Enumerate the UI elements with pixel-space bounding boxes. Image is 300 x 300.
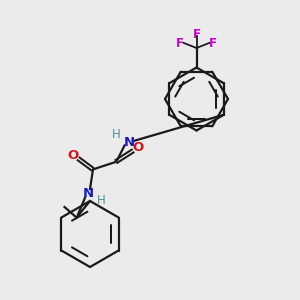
Text: F: F xyxy=(176,37,184,50)
Text: H: H xyxy=(97,194,106,208)
Text: N: N xyxy=(123,136,135,149)
Text: F: F xyxy=(193,28,200,41)
Text: N: N xyxy=(83,187,94,200)
Text: H: H xyxy=(112,128,121,141)
Text: F: F xyxy=(209,37,217,50)
Text: O: O xyxy=(68,148,79,162)
Text: O: O xyxy=(132,141,144,154)
